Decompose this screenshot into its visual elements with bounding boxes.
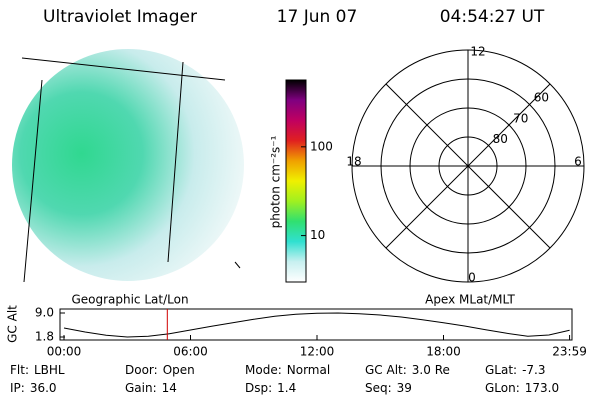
altitude-line <box>63 312 570 338</box>
x-tick-label: 06:00 <box>173 345 208 359</box>
info-field: GLat: -7.3 <box>485 363 546 377</box>
info-value: 14 <box>162 381 177 395</box>
x-tick-label: 23:59 <box>552 345 587 359</box>
info-label: Door: <box>125 363 158 377</box>
mlt-label: 18 <box>346 155 361 169</box>
info-value: 1.4 <box>277 381 296 395</box>
info-label: Dsp: <box>245 381 272 395</box>
altitude-frame <box>59 308 573 341</box>
info-value: -7.3 <box>522 363 545 377</box>
lat-label: 80 <box>493 132 508 146</box>
date: 17 Jun 07 <box>277 7 358 27</box>
lat-label: 60 <box>534 91 549 105</box>
altitude-ylabel: GC Alt <box>6 305 20 343</box>
info-field: GLon: 173.0 <box>485 381 559 395</box>
x-tick-label: 12:00 <box>300 345 335 359</box>
info-value: LBHL <box>34 363 65 377</box>
info-field: IP: 36.0 <box>10 381 57 395</box>
info-value: 173.0 <box>525 381 559 395</box>
grid-line <box>21 57 226 81</box>
colorbar-label: photon cm⁻²s⁻¹ <box>269 135 283 228</box>
info-label: Gain: <box>125 381 157 395</box>
apex-title: Apex MLat/MLT <box>425 293 515 307</box>
geo-title: Geographic Lat/Lon <box>71 293 188 307</box>
lat-label: 70 <box>513 111 528 125</box>
mlt-label: 6 <box>574 155 582 169</box>
title: Ultraviolet Imager <box>43 7 197 27</box>
info-label: Mode: <box>245 363 282 377</box>
info-field: Door: Open <box>125 363 195 377</box>
info-value: Open <box>163 363 195 377</box>
info-value: Normal <box>287 363 330 377</box>
info-field: Mode: Normal <box>245 363 330 377</box>
lat-ring <box>438 136 498 196</box>
tick-label: 10 <box>310 228 325 242</box>
info-value: 39 <box>397 381 412 395</box>
mlt-label: 12 <box>470 45 485 59</box>
spoke <box>385 83 551 249</box>
y-tick-label: 9.0 <box>35 306 54 320</box>
info-field: Flt: LBHL <box>10 363 65 377</box>
info-label: GC Alt: <box>365 363 407 377</box>
info-field: Dsp: 1.4 <box>245 381 296 395</box>
lat-ring <box>380 78 556 254</box>
tick-label: 100 <box>310 139 333 153</box>
info-label: GLat: <box>485 363 517 377</box>
lat-ring <box>409 107 527 225</box>
info-value: 36.0 <box>30 381 57 395</box>
uv-image <box>12 49 244 281</box>
grid-line <box>234 261 241 269</box>
info-label: Flt: <box>10 363 29 377</box>
colorbar <box>285 79 307 283</box>
grid-line <box>23 79 43 283</box>
info-field: Seq: 39 <box>365 381 412 395</box>
info-label: Seq: <box>365 381 392 395</box>
info-field: Gain: 14 <box>125 381 177 395</box>
geo-grid <box>21 57 241 283</box>
x-tick-label: 00:00 <box>47 345 82 359</box>
time: 04:54:27 UT <box>440 7 545 27</box>
info-label: IP: <box>10 381 25 395</box>
earth-disk <box>12 49 244 281</box>
info-value: 3.0 Re <box>412 363 450 377</box>
info-field: GC Alt: 3.0 Re <box>365 363 450 377</box>
y-tick-label: 1.8 <box>35 330 54 344</box>
info-label: GLon: <box>485 381 520 395</box>
mlt-label: 0 <box>468 271 476 285</box>
x-tick-label: 18:00 <box>426 345 461 359</box>
grid-line <box>167 61 184 263</box>
